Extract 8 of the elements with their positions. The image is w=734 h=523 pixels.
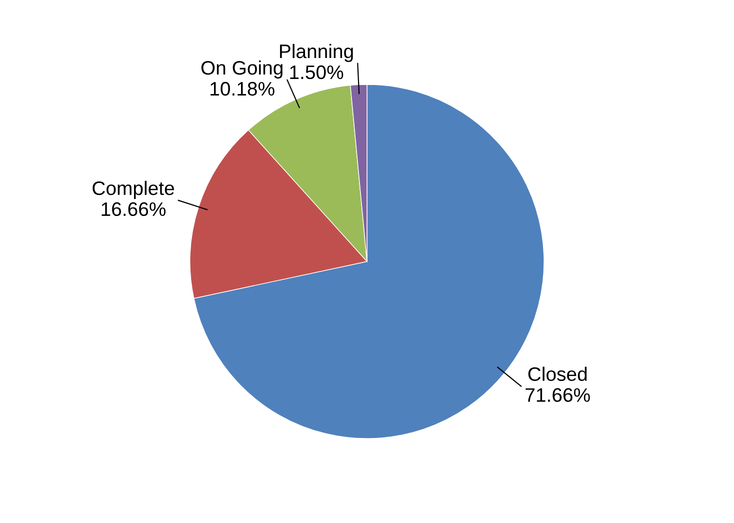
slice-label: Complete xyxy=(92,180,174,199)
data-label: 16.66% xyxy=(102,202,166,216)
data-label: 10.18% xyxy=(210,82,274,96)
slice-label: On Going xyxy=(201,60,282,79)
slice-label: Closed xyxy=(528,366,587,381)
slice-label: Planning xyxy=(280,44,353,62)
data-label: 71.66% xyxy=(526,388,590,402)
data-label: 1.50% xyxy=(290,65,344,80)
